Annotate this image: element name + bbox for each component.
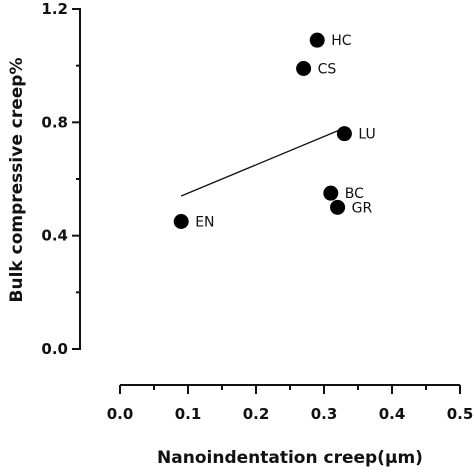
point-label-cs: CS [318, 62, 337, 78]
point-label-gr: GR [352, 200, 373, 216]
point-label-hc: HC [331, 33, 352, 49]
y-axis-title: Bulk compressive creep% [7, 58, 27, 303]
data-point-en [173, 214, 189, 229]
y-axis-ticks: 0.0 0.4 0.8 1.2 [41, 0, 80, 358]
x-tick-label: 0.4 [379, 405, 406, 423]
data-point-gr [330, 199, 346, 215]
trend-line [180, 127, 345, 197]
point-label-lu: LU [358, 127, 375, 143]
y-tick-label: 0.8 [41, 113, 68, 131]
point-label-bc: BC [345, 186, 364, 202]
point-label-en: EN [195, 215, 214, 231]
y-tick-label: 0.4 [41, 227, 68, 245]
x-tick-label: 0.5 [447, 405, 474, 423]
data-point-lu [336, 126, 352, 142]
x-axis-ticks: 0.0 0.1 0.2 0.3 0.4 0.5 [107, 385, 474, 423]
x-tick-label: 0.0 [107, 405, 134, 423]
x-tick-label: 0.2 [243, 405, 270, 423]
y-tick-label: 0.0 [41, 340, 68, 358]
data-point-cs [296, 61, 312, 76]
y-tick-label: 1.2 [41, 0, 68, 18]
x-axis-title: Nanoindentation creep(μm) [157, 448, 423, 468]
data-point-hc [309, 32, 325, 48]
x-tick-label: 0.3 [311, 405, 338, 423]
x-tick-label: 0.1 [175, 405, 202, 423]
data-point-bc [323, 185, 339, 201]
